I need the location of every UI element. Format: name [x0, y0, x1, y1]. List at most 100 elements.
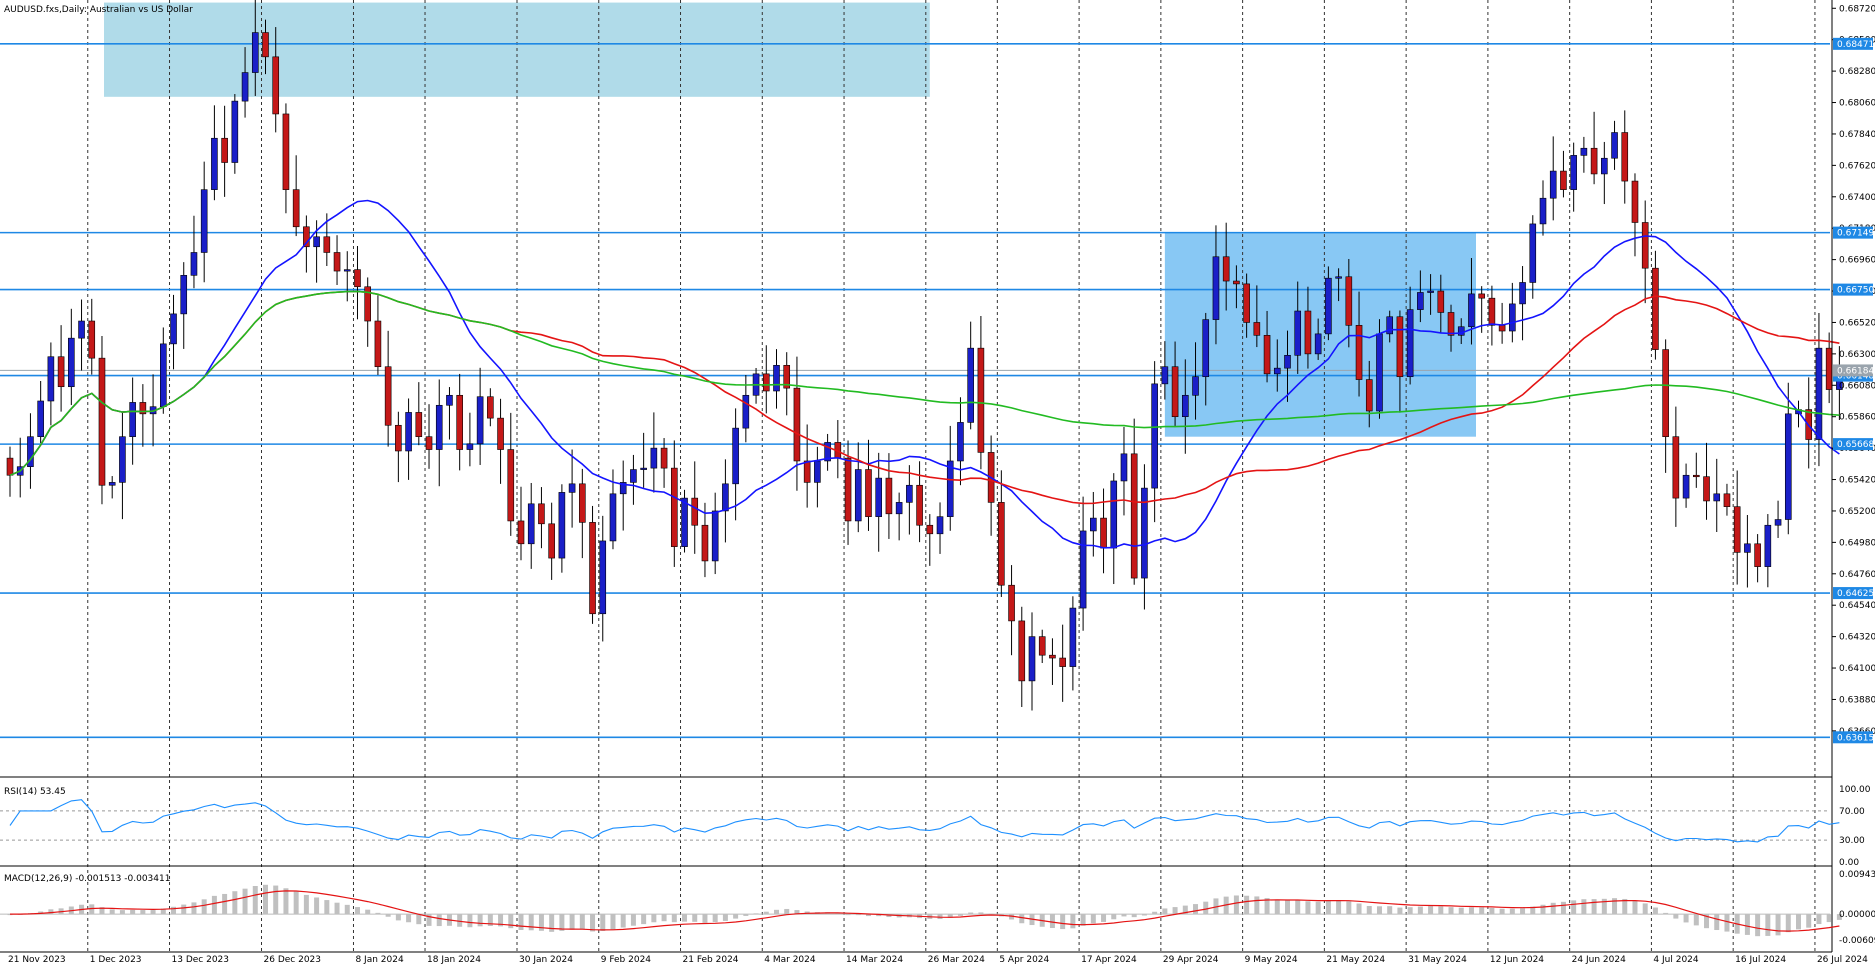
- macd-bar: [1264, 898, 1270, 915]
- level-tag: [1833, 37, 1873, 50]
- macd-bar: [1438, 906, 1444, 915]
- time-tick-label: 9 Feb 2024: [601, 955, 652, 965]
- macd-bar: [354, 907, 360, 915]
- candle-up: [1212, 256, 1220, 320]
- candle-down: [701, 524, 709, 562]
- candle-down: [1447, 312, 1455, 336]
- candle-down: [1304, 310, 1312, 355]
- moving-averages: [9, 199, 1840, 549]
- candle-up: [1570, 155, 1577, 190]
- candle-up: [1110, 480, 1118, 549]
- macd-bar: [1458, 907, 1464, 915]
- price-tick-label: 0.65200: [1839, 507, 1875, 517]
- candle-down: [1396, 316, 1404, 378]
- candle-up: [1509, 303, 1516, 332]
- candle-up: [630, 469, 637, 483]
- macd-bar: [1090, 914, 1096, 924]
- candle-up: [1284, 354, 1291, 369]
- price-tick-label: 0.66080: [1839, 381, 1875, 391]
- candles: [6, 0, 1843, 711]
- macd-bar: [1407, 907, 1413, 915]
- candle-down: [1560, 170, 1567, 190]
- chart-title: AUDUSD.fxs,Daily: Australian vs US Dolla…: [4, 5, 193, 15]
- candle-up: [1182, 394, 1189, 418]
- price-tick-label: 0.67840: [1839, 130, 1875, 140]
- macd-bar: [477, 914, 483, 927]
- macd-bar: [1366, 906, 1372, 915]
- time-tick-label: 24 Jun 2024: [1572, 955, 1626, 965]
- candle-up: [527, 503, 535, 545]
- macd-bar: [753, 913, 759, 915]
- macd-bar: [947, 914, 953, 918]
- price-tick-label: 0.68060: [1839, 99, 1875, 109]
- time-tick-label: 26 Mar 2024: [928, 955, 985, 965]
- macd-bar: [1479, 907, 1485, 915]
- macd-bar: [457, 914, 463, 927]
- macd-bar: [191, 902, 197, 915]
- candle-up: [742, 394, 750, 429]
- candle-down: [977, 347, 985, 453]
- macd-bar: [99, 907, 105, 915]
- candle-down: [1355, 325, 1363, 380]
- macd-bar: [130, 909, 136, 915]
- candle-up: [78, 320, 85, 339]
- macd-bar: [1193, 904, 1199, 915]
- time-tick-label: 26 Jul 2024: [1817, 955, 1868, 965]
- candle-down: [916, 484, 923, 526]
- candle-down: [456, 394, 463, 450]
- time-tick-label: 8 Jan 2024: [355, 955, 403, 965]
- macd-bar: [957, 914, 963, 916]
- candle-up: [936, 516, 944, 535]
- candle-up: [1192, 376, 1199, 396]
- macd-bar: [1080, 914, 1086, 926]
- candle-up: [732, 427, 739, 485]
- macd-bar: [1796, 914, 1801, 930]
- candle-up: [1519, 282, 1526, 305]
- candle-down: [1631, 180, 1639, 223]
- candle-up: [1417, 292, 1424, 310]
- time-tick-label: 21 Nov 2023: [8, 955, 66, 965]
- candle-up: [1028, 636, 1036, 682]
- candle-up: [1580, 147, 1588, 156]
- price-tick-label: 0.68280: [1839, 67, 1875, 77]
- macd-bar: [119, 910, 125, 915]
- candle-up: [1682, 474, 1690, 499]
- candle-up: [1539, 197, 1547, 225]
- candle-up: [854, 469, 862, 522]
- macd-bar: [1356, 903, 1362, 915]
- macd-signal-line: [10, 890, 1840, 932]
- time-tick-label: 21 May 2024: [1326, 955, 1385, 965]
- candle-up: [27, 436, 34, 467]
- macd-bar: [528, 914, 534, 931]
- macd-bar: [365, 909, 371, 915]
- macd-bar: [1172, 907, 1178, 915]
- candle-up: [47, 356, 55, 402]
- candle-up: [1601, 157, 1608, 175]
- candle-down: [1478, 293, 1485, 299]
- macd-bar: [487, 914, 493, 927]
- macd-bar: [1622, 898, 1628, 915]
- macd-bar: [181, 904, 187, 915]
- level-tag-label: 0.66750: [1837, 286, 1874, 296]
- macd-bar: [865, 914, 871, 917]
- candle-down: [303, 226, 310, 248]
- candle-down: [1672, 436, 1680, 499]
- macd-bar: [1550, 902, 1556, 915]
- macd-bar: [1652, 907, 1658, 915]
- level-tag-label: 0.65668: [1837, 440, 1874, 450]
- candle-down: [589, 522, 596, 615]
- candle-down: [1652, 267, 1659, 350]
- macd-bar: [201, 899, 207, 915]
- candle-down: [1130, 453, 1138, 579]
- macd-bar: [48, 909, 54, 915]
- candle-up: [129, 402, 136, 437]
- candle-up: [558, 492, 566, 559]
- candle-down: [1263, 335, 1271, 375]
- price-tick-label: 0.64320: [1839, 633, 1875, 643]
- macd-bar: [1581, 899, 1587, 915]
- macd-bar: [702, 914, 708, 923]
- time-tick-label: 29 Apr 2024: [1163, 955, 1219, 965]
- macd-bar: [467, 914, 473, 928]
- candle-down: [691, 497, 699, 526]
